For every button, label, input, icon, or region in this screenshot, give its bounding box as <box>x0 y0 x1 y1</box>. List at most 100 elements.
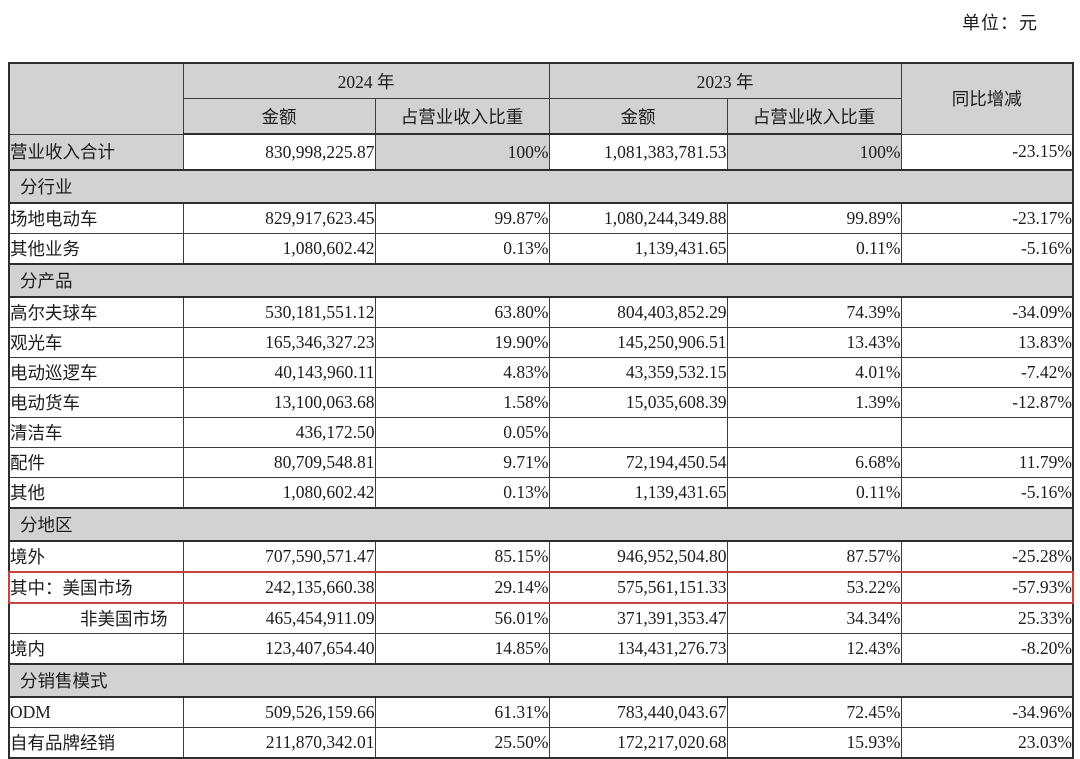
amount-2023: 172,217,020.68 <box>548 727 728 759</box>
table-row: 场地电动车 829,917,623.45 99.87% 1,080,244,349.8… <box>8 202 1074 234</box>
amount-2023: 804,403,852.29 <box>548 296 728 328</box>
share-2024: 61.31% <box>374 696 550 728</box>
amount-2024: 1,080,602.42 <box>182 477 376 509</box>
yoy-change: -12.87% <box>900 387 1074 418</box>
amount-2024: 211,870,342.01 <box>182 727 376 759</box>
amount-2024: 707,590,571.47 <box>182 540 376 573</box>
yoy-change: -5.16% <box>900 233 1074 265</box>
unit-label: 单位：元 <box>962 13 1038 33</box>
amount-2023: 1,139,431.65 <box>548 233 728 265</box>
share-2023: 15.93% <box>726 727 902 759</box>
share-2023: 100% <box>726 133 902 171</box>
share-2023: 72.45% <box>726 696 902 728</box>
amount-2024: 80,709,548.81 <box>182 447 376 478</box>
row-label: 其中：美国市场 <box>8 571 184 604</box>
section-row: 分地区 <box>8 507 1074 542</box>
header-row-years: 2024 年 2023 年 同比增减 <box>8 62 1074 135</box>
yoy-change: 13.83% <box>900 327 1074 358</box>
table-row: 电动巡逻车 40,143,960.11 4.83% 43,359,532.15 4.01… <box>8 357 1074 388</box>
yoy-change: -23.17% <box>900 202 1074 234</box>
table-row: 其他 1,080,602.42 0.13% 1,139,431.65 0.11% -5.1… <box>8 477 1074 509</box>
share-2024: 0.05% <box>374 417 550 448</box>
row-label: 非美国市场 <box>8 602 184 634</box>
row-label: 高尔夫球车 <box>8 296 184 328</box>
share-2024: 63.80% <box>374 296 550 328</box>
share-2024: 0.13% <box>374 477 550 509</box>
amount-2023: 43,359,532.15 <box>548 357 728 388</box>
table-row: 境内 123,407,654.40 14.85% 134,431,276.73 12.4… <box>8 633 1074 665</box>
amount-2023: 1,080,244,349.88 <box>548 202 728 234</box>
share-2023: 6.68% <box>726 447 902 478</box>
row-label: 观光车 <box>8 327 184 358</box>
amount-2024: 13,100,063.68 <box>182 387 376 418</box>
section-label: 分行业 <box>8 169 1074 204</box>
row-label: 配件 <box>8 447 184 478</box>
amount-2024: 530,181,551.12 <box>182 296 376 328</box>
table-body: 营业收入合计 830,998,225.87 100% 1,081,383,781.53… <box>8 133 1074 759</box>
yoy-change: 11.79% <box>900 447 1074 478</box>
share-2023: 0.11% <box>726 233 902 265</box>
yoy-change: -5.16% <box>900 477 1074 509</box>
yoy-change: -34.09% <box>900 296 1074 328</box>
yoy-change: -57.93% <box>900 571 1074 604</box>
amount-2023: 15,035,608.39 <box>548 387 728 418</box>
yoy-change <box>900 417 1074 448</box>
amount-2024: 1,080,602.42 <box>182 233 376 265</box>
share-2024: 0.13% <box>374 233 550 265</box>
share-2024: 29.14% <box>374 571 550 604</box>
amount-2024: 123,407,654.40 <box>182 633 376 665</box>
yoy-change: 23.03% <box>900 727 1074 759</box>
row-label: 清洁车 <box>8 417 184 448</box>
share-2023: 99.89% <box>726 202 902 234</box>
amount-2023: 1,081,383,781.53 <box>548 133 728 171</box>
amount-2024: 465,454,911.09 <box>182 602 376 634</box>
share-2024: 4.83% <box>374 357 550 388</box>
row-label: 电动巡逻车 <box>8 357 184 388</box>
row-label: 其他业务 <box>8 233 184 265</box>
amount-2024: 242,135,660.38 <box>182 571 376 604</box>
row-label: ODM <box>8 696 184 728</box>
section-row: 分销售模式 <box>8 663 1074 698</box>
share-2023 <box>726 417 902 448</box>
header-row-metrics: 金额 占营业收入比重 金额 占营业收入比重 <box>9 98 1073 135</box>
yoy-change: -25.28% <box>900 540 1074 573</box>
yoy-change: -34.96% <box>900 696 1074 728</box>
table-row: 非美国市场 465,454,911.09 56.01% 371,391,353.47 3… <box>8 602 1074 634</box>
header-amount-2024: 金额 <box>182 98 376 135</box>
header-share-2023: 占营业收入比重 <box>726 98 902 135</box>
amount-2024: 509,526,159.66 <box>182 696 376 728</box>
share-2023: 0.11% <box>726 477 902 509</box>
section-label: 分地区 <box>8 507 1074 542</box>
page: { "page": { "unit_label": "单位：元" }, "col… <box>8 13 1074 759</box>
section-label: 分产品 <box>8 263 1074 298</box>
section-label: 分销售模式 <box>8 663 1074 698</box>
share-2024: 9.71% <box>374 447 550 478</box>
table-row: 电动货车 13,100,063.68 1.58% 15,035,608.39 1.39%… <box>8 387 1074 418</box>
share-2024: 56.01% <box>374 602 550 634</box>
section-row: 分产品 <box>8 263 1074 298</box>
section-row: 分行业 <box>8 169 1074 204</box>
share-2023: 53.22% <box>726 571 902 604</box>
amount-2023: 371,391,353.47 <box>548 602 728 634</box>
share-2024: 100% <box>374 133 550 171</box>
share-2024: 1.58% <box>374 387 550 418</box>
share-2023: 4.01% <box>726 357 902 388</box>
share-2024: 99.87% <box>374 202 550 234</box>
table-row: 观光车 165,346,327.23 19.90% 145,250,906.51 13.… <box>8 327 1074 358</box>
table-row: 清洁车 436,172.50 0.05% <box>8 417 1074 448</box>
amount-2023: 1,139,431.65 <box>548 477 728 509</box>
row-label: 场地电动车 <box>8 202 184 234</box>
amount-2024: 830,998,225.87 <box>182 133 376 171</box>
share-2024: 14.85% <box>374 633 550 665</box>
share-2023: 87.57% <box>726 540 902 573</box>
amount-2023: 783,440,043.67 <box>548 696 728 728</box>
header-amount-2023: 金额 <box>548 98 728 135</box>
table-row: 高尔夫球车 530,181,551.12 63.80% 804,403,852.29 7… <box>8 296 1074 328</box>
table-row: 境外 707,590,571.47 85.15% 946,952,504.80 87.5… <box>8 540 1074 573</box>
yoy-change: 25.33% <box>900 602 1074 634</box>
table-row-highlighted: 其中：美国市场 242,135,660.38 29.14% 575,561,151.3… <box>8 571 1074 604</box>
share-2024: 19.90% <box>374 327 550 358</box>
row-label: 自有品牌经销 <box>8 727 184 759</box>
yoy-change: -23.15% <box>900 133 1074 171</box>
amount-2023: 145,250,906.51 <box>548 327 728 358</box>
